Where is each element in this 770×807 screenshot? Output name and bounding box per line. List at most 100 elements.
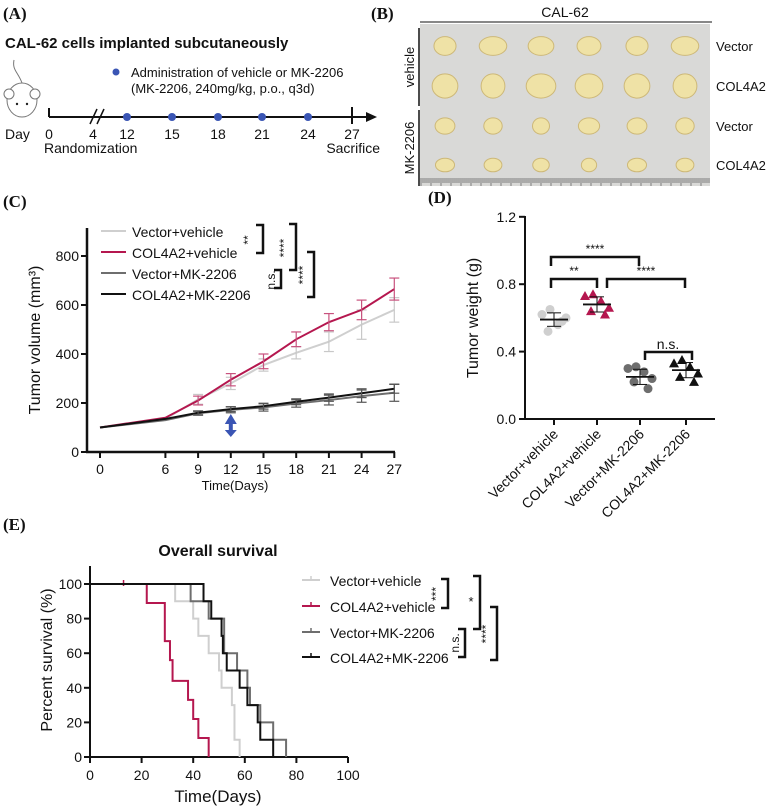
tumor-sample	[434, 157, 456, 173]
dose-dot	[214, 113, 222, 121]
dose-arrow-icon	[224, 414, 237, 437]
y-tick-label: 0	[71, 444, 79, 460]
day-label: Day	[5, 126, 30, 142]
x-tick-label: 100	[336, 767, 360, 783]
timeline-day-label: 27	[344, 126, 360, 142]
panel-label: (E)	[3, 515, 26, 534]
tumor-sample	[433, 36, 457, 56]
group-label: vehicle	[402, 47, 417, 87]
data-point	[629, 377, 639, 387]
tumor-sample	[574, 73, 604, 99]
y-tick-label: 600	[56, 297, 80, 313]
data-point	[604, 302, 614, 312]
tumor-sample	[483, 117, 503, 135]
data-point	[639, 367, 649, 377]
row-label: COL4A2	[716, 158, 766, 173]
data-point	[596, 296, 606, 306]
x-tick-label: COL4A2+MK-2206	[598, 426, 693, 521]
y-tick-label: 0.8	[497, 276, 517, 292]
sig-bracket	[643, 350, 694, 360]
tumor-sample	[625, 36, 649, 56]
x-axis-title: Time(Days)	[174, 787, 261, 806]
timeline-day-label: 21	[254, 126, 270, 142]
x-tick-label: 6	[162, 461, 170, 477]
data-point	[647, 374, 657, 384]
legend-label: Vector+MK-2206	[132, 266, 237, 282]
timeline-day-label: 4	[89, 126, 97, 142]
tumor-sample	[532, 117, 550, 135]
timeline-title: CAL-62 cells implanted subcutaneously	[5, 35, 289, 52]
tumor-sample	[623, 73, 651, 99]
y-tick-label: 100	[59, 576, 83, 592]
y-tick-label: 60	[66, 645, 82, 661]
tumor-sample	[577, 117, 601, 135]
tumor-sample	[580, 157, 598, 173]
sig-bracket	[307, 250, 316, 299]
legend-label: COL4A2+vehicle	[330, 599, 436, 615]
y-tick-label: 400	[56, 346, 80, 362]
x-tick-label: 40	[185, 767, 201, 783]
sig-label: **	[569, 264, 579, 278]
sig-label: n.s.	[264, 270, 278, 289]
data-point	[580, 290, 590, 300]
sig-bracket	[549, 277, 599, 288]
mouse-icon	[3, 59, 41, 118]
data-point	[543, 326, 553, 336]
sig-bracket	[289, 222, 298, 272]
x-tick-label: 21	[321, 461, 337, 477]
timeline-day-label: 24	[300, 126, 316, 142]
legend-label: Vector+MK-2206	[330, 625, 435, 641]
y-tick-label: 200	[56, 395, 80, 411]
photo-header: CAL-62	[541, 4, 589, 20]
legend-label: Vector+vehicle	[330, 573, 422, 589]
timeline-day-label: 12	[119, 126, 135, 142]
dose-dot	[258, 113, 266, 121]
x-tick-label: 18	[288, 461, 304, 477]
tumor-sample	[434, 117, 456, 135]
sig-bracket	[490, 605, 499, 662]
data-point	[586, 306, 596, 316]
tumor-sample	[431, 73, 459, 99]
tumor-sample	[576, 36, 602, 56]
dose-dot	[304, 113, 312, 121]
row-label: COL4A2	[716, 79, 766, 94]
tumor-sample	[478, 36, 508, 56]
tumor-sample	[525, 73, 557, 99]
sig-bracket	[441, 577, 450, 610]
mouse-ear	[3, 88, 15, 100]
sig-label: ****	[637, 264, 656, 278]
mouse-tail	[13, 59, 23, 84]
y-tick-label: 1.2	[497, 209, 517, 225]
row-label: Vector	[716, 39, 754, 54]
y-axis-title: Tumor weight (g)	[465, 258, 482, 378]
tumor-sample	[480, 73, 506, 99]
legend-label: COL4A2+MK-2206	[330, 650, 449, 666]
data-point	[675, 371, 685, 381]
timeline-day-label: 0	[45, 126, 53, 142]
axis-break	[89, 108, 98, 125]
sig-bracket	[605, 277, 687, 288]
data-point	[623, 363, 633, 373]
tumor-sample	[672, 73, 698, 99]
x-tick-label: 20	[134, 767, 150, 783]
y-tick-label: 40	[66, 680, 82, 696]
tumor-photo	[420, 24, 710, 186]
sig-label: n.s.	[448, 633, 462, 652]
series-line	[99, 387, 395, 429]
sig-label: n.s.	[657, 336, 680, 352]
legend-label: COL4A2+MK-2206	[132, 287, 251, 303]
survival-curve	[90, 583, 210, 757]
survival-curve	[90, 583, 288, 757]
panel-label: (D)	[428, 188, 452, 207]
data-point	[677, 355, 687, 365]
tumor-sample	[675, 157, 695, 173]
tumor-sample	[670, 36, 700, 56]
tumor-sample	[675, 117, 695, 135]
sig-bracket	[256, 223, 265, 255]
data-point	[588, 289, 598, 299]
data-point	[545, 304, 555, 314]
x-tick-label: 60	[237, 767, 253, 783]
y-axis-title: Percent survival (%)	[39, 588, 56, 731]
y-tick-label: 80	[66, 611, 82, 627]
